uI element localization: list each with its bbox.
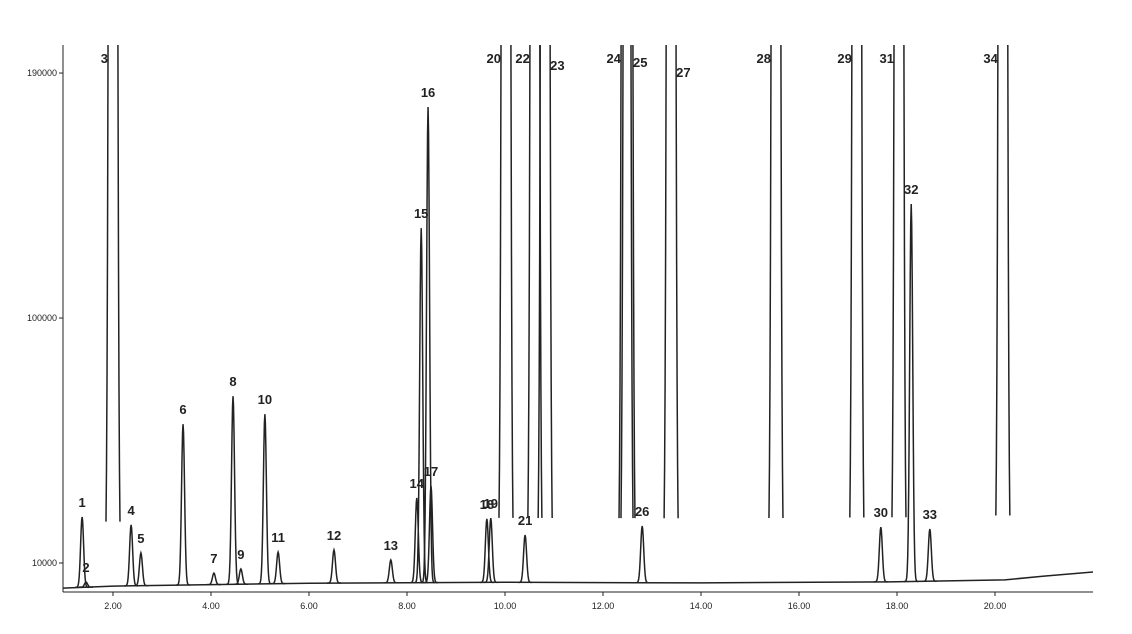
- peak-label: 9: [237, 547, 244, 562]
- peak-label: 1: [78, 495, 85, 510]
- peak-label: 14: [410, 476, 425, 491]
- peak-label: 17: [424, 464, 438, 479]
- peak: [271, 549, 286, 585]
- peak-label: 27: [676, 65, 690, 80]
- peak: [176, 424, 191, 586]
- peak-label: 30: [874, 505, 888, 520]
- peak: [768, 45, 784, 518]
- peak: [383, 558, 398, 584]
- peak: [414, 228, 429, 584]
- peak-label: 2: [82, 560, 89, 575]
- peak-label: 18: [480, 497, 494, 512]
- peak: [518, 534, 533, 584]
- peak-label: 21: [518, 513, 532, 528]
- peak: [904, 203, 919, 583]
- x-tick-label: 18.00: [886, 601, 909, 611]
- peak-label: 25: [633, 55, 647, 70]
- peak: [498, 45, 514, 518]
- peak-label: 22: [515, 51, 529, 66]
- peak-label: 3: [101, 51, 108, 66]
- peak-label: 10: [258, 392, 272, 407]
- x-tick-label: 2.00: [104, 601, 122, 611]
- peak: [233, 567, 248, 585]
- peak-label: 34: [983, 51, 998, 66]
- peak-label: 11: [271, 530, 285, 545]
- plot-area: [63, 45, 1093, 589]
- x-tick-label: 20.00: [984, 601, 1007, 611]
- peak: [257, 414, 272, 585]
- peak-label: 7: [210, 551, 217, 566]
- peak-label: 29: [837, 51, 851, 66]
- peak-label: 13: [384, 538, 398, 553]
- peak-label: 12: [327, 528, 341, 543]
- peak: [79, 581, 94, 588]
- peak: [849, 45, 865, 518]
- peak-label: 20: [486, 51, 500, 66]
- x-tick-label: 12.00: [592, 601, 615, 611]
- peak: [124, 524, 139, 587]
- x-tick-label: 16.00: [788, 601, 811, 611]
- x-tick-label: 10.00: [494, 601, 517, 611]
- peak-label: 32: [904, 182, 918, 197]
- peak: [922, 528, 937, 582]
- peak-label: 6: [179, 402, 186, 417]
- peak: [421, 107, 436, 584]
- peak-label: 31: [879, 51, 893, 66]
- peak: [891, 45, 907, 518]
- y-tick-label: 10000: [32, 558, 57, 568]
- peak: [483, 517, 498, 584]
- peak: [424, 485, 438, 584]
- x-tick-label: 4.00: [202, 601, 220, 611]
- peak: [133, 550, 148, 587]
- peak: [873, 526, 888, 583]
- peak-label: 19: [484, 496, 498, 511]
- peak: [995, 45, 1011, 516]
- peak: [105, 45, 121, 522]
- y-tick-label: 190000: [27, 68, 57, 78]
- x-tick-label: 8.00: [398, 601, 416, 611]
- peak: [75, 516, 90, 589]
- peak-label: 5: [137, 531, 144, 546]
- peak-label: 33: [923, 507, 937, 522]
- peak: [326, 547, 341, 584]
- y-tick-label: 100000: [27, 313, 57, 323]
- peak-label: 15: [414, 206, 428, 221]
- peak-label: 23: [550, 58, 564, 73]
- x-tick-label: 6.00: [300, 601, 318, 611]
- peak-label: 26: [635, 504, 649, 519]
- peak-label: 16: [421, 85, 435, 100]
- peak: [537, 45, 553, 518]
- peak-label: 24: [607, 51, 622, 66]
- peak: [635, 525, 650, 584]
- peak-label: 8: [229, 374, 236, 389]
- baseline: [63, 571, 1093, 589]
- x-tick-label: 14.00: [690, 601, 713, 611]
- peak: [479, 518, 494, 584]
- peak-label: 4: [127, 503, 135, 518]
- peak: [206, 571, 221, 586]
- peak-label: 28: [756, 51, 770, 66]
